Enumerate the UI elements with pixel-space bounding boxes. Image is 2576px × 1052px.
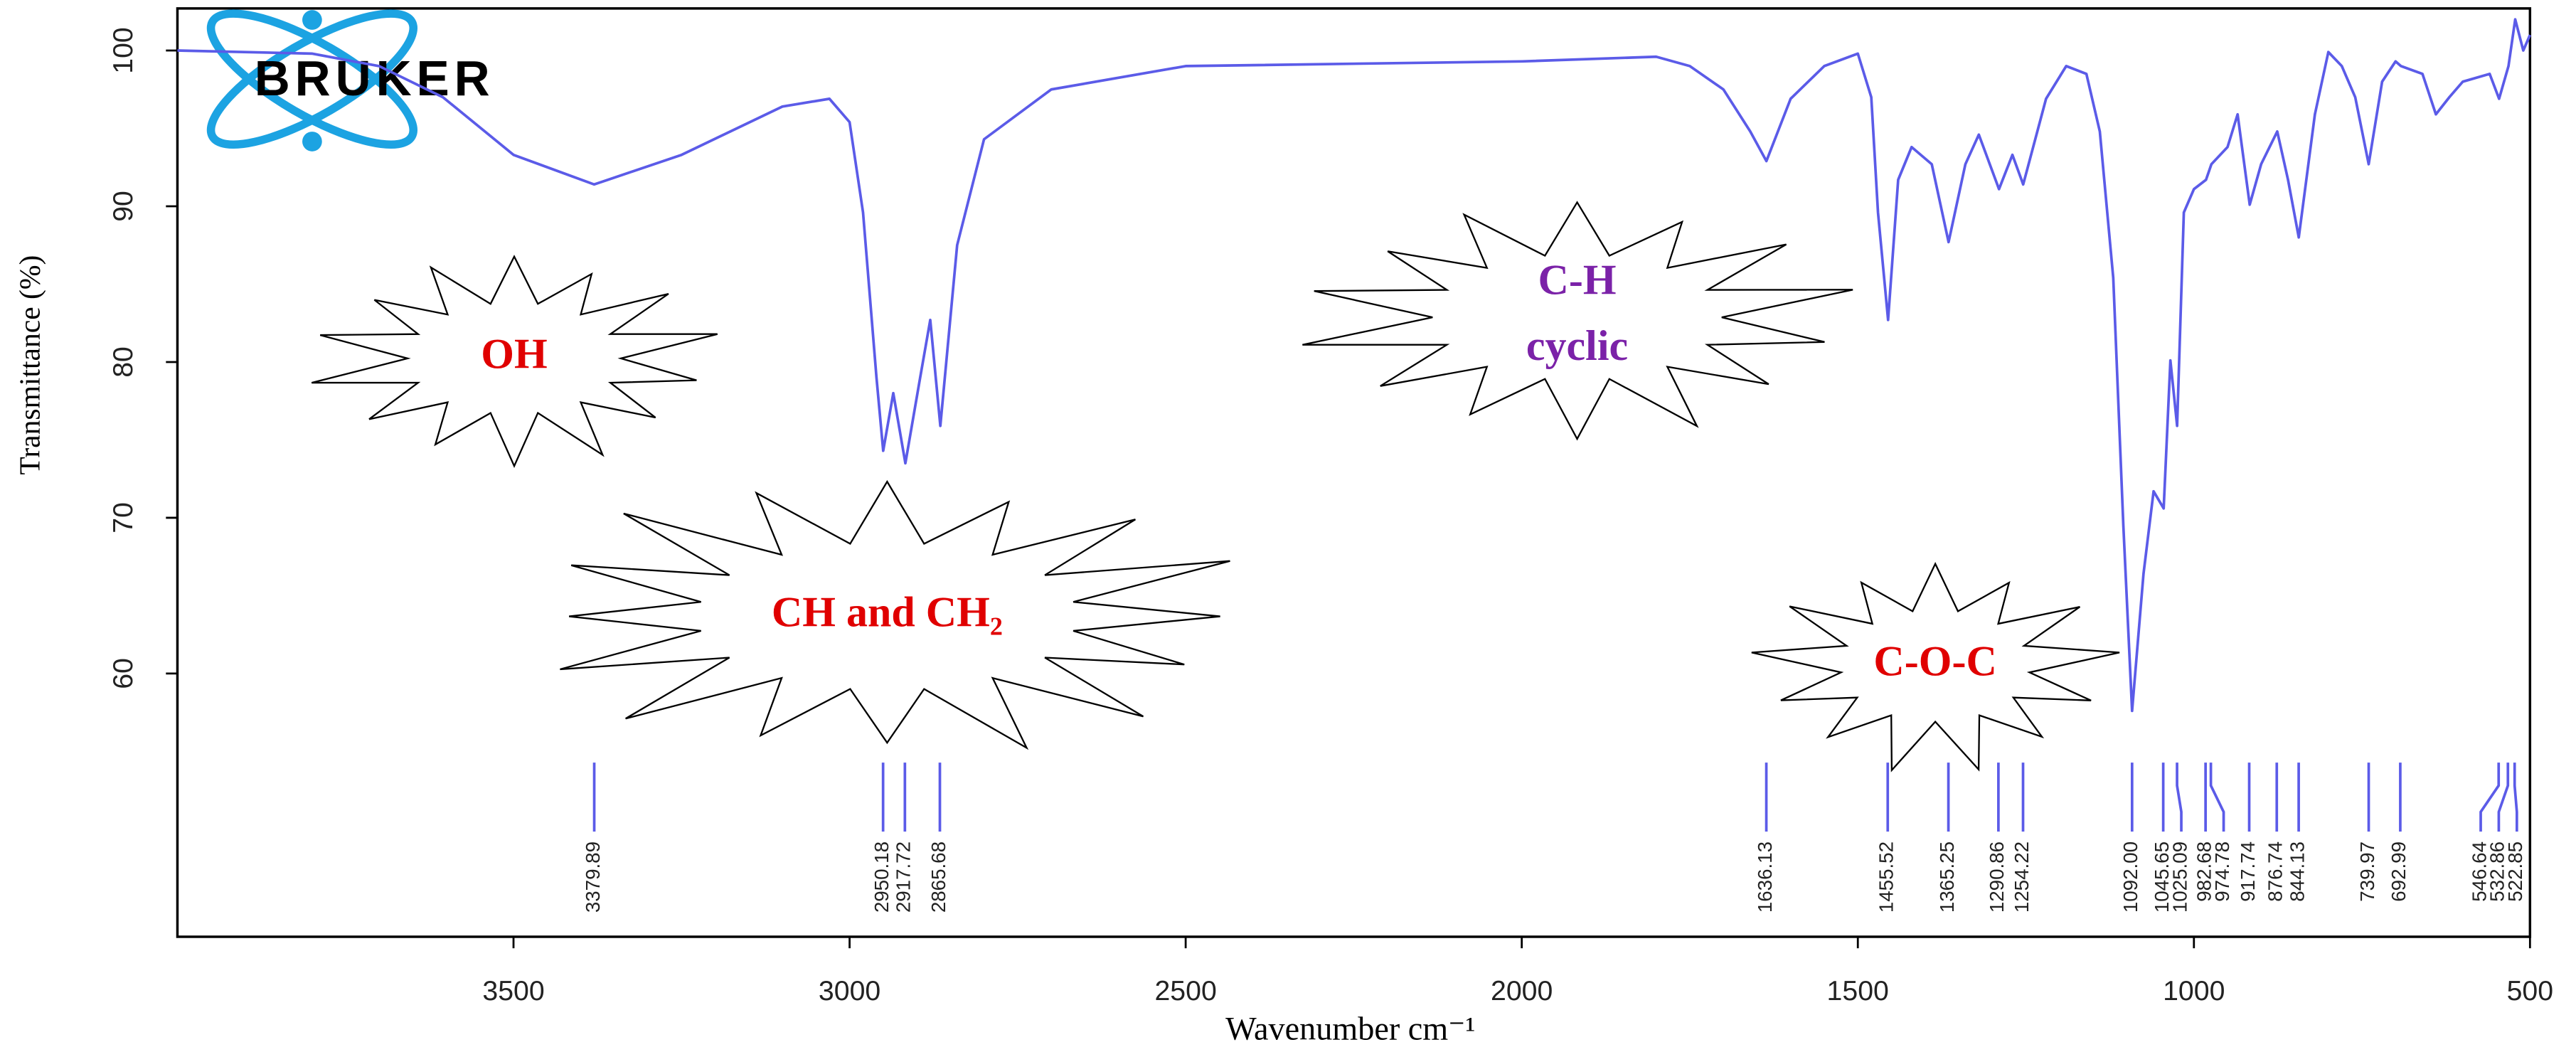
peak-marker (2479, 763, 2501, 832)
x-tick-label: 2500 (1154, 975, 1216, 1006)
annotation-text: cyclic (1526, 322, 1628, 369)
peak-label: 546.64 (2468, 841, 2490, 902)
peak-label: 739.97 (2356, 841, 2378, 902)
logo-text: BRUKER (255, 51, 495, 106)
peak-marker (2513, 763, 2518, 832)
peak-label: 1636.13 (1754, 841, 1776, 913)
peak-label: 1254.22 (2011, 841, 2033, 913)
logo-orbit (206, 9, 417, 149)
y-tick-label: 70 (107, 502, 139, 533)
x-tick-label: 2000 (1491, 975, 1553, 1006)
y-tick-label: 80 (107, 346, 139, 378)
spectrum-line (177, 18, 2532, 713)
logo-dot (302, 10, 322, 30)
peak-label: 982.68 (2193, 841, 2215, 902)
starburst (1302, 201, 1853, 441)
peak-label: 1092.00 (2119, 841, 2141, 913)
peak-marker (2497, 763, 2510, 832)
x-tick-label: 1500 (1827, 975, 1889, 1006)
annotation-text: OH (481, 330, 547, 378)
x-tick-label: 3500 (482, 975, 544, 1006)
y-axis-title: Transmittance (%) (14, 255, 47, 475)
peak-label: 876.74 (2264, 841, 2287, 902)
peak-marker (2176, 763, 2183, 832)
peak-label: 1455.52 (1875, 841, 1898, 913)
peak-label: 974.78 (2211, 841, 2233, 902)
peak-label: 2950.18 (871, 841, 893, 913)
peak-label: 917.74 (2237, 841, 2259, 902)
peak-label: 532.86 (2486, 841, 2508, 902)
peak-label: 522.85 (2504, 841, 2526, 902)
starburst (311, 255, 718, 469)
starburst (1751, 561, 2120, 772)
peak-label: 1365.25 (1936, 841, 1958, 913)
annotation-text: CH and CH₂ (772, 588, 1003, 635)
logo-orbit (206, 9, 417, 149)
x-tick-label: 500 (2507, 975, 2554, 1006)
y-tick-label: 90 (107, 191, 139, 222)
annotation: OH (311, 255, 718, 469)
x-tick-label: 1000 (2163, 975, 2225, 1006)
peak-label: 2865.68 (927, 841, 949, 913)
annotation: C-H cyclic (1302, 201, 1853, 441)
logo-dot (302, 132, 322, 152)
annotation-text: C-O-C (1873, 637, 1996, 685)
annotation: CH and CH₂ (560, 479, 1230, 750)
peak-label: 2917.72 (893, 841, 915, 913)
logo: BRUKER (206, 9, 495, 152)
annotation: C-O-C (1751, 561, 2120, 772)
peak-label: 1045.65 (2151, 841, 2173, 913)
peak-label: 1025.09 (2168, 841, 2191, 913)
y-tick-label: 100 (107, 27, 139, 74)
peak-marker (2209, 763, 2225, 832)
x-tick-label: 3000 (819, 975, 880, 1006)
y-tick-label: 60 (107, 658, 139, 689)
peak-label: 692.99 (2388, 841, 2410, 902)
starburst (560, 479, 1230, 750)
peak-label: 1290.86 (1986, 841, 2008, 913)
peak-label: 844.13 (2286, 841, 2308, 902)
peak-label: 3379.89 (582, 841, 604, 913)
plot-frame (176, 7, 2532, 938)
annotation-text: C-H (1538, 256, 1617, 304)
x-axis-title: Wavenumber cm⁻¹ (1225, 1011, 1475, 1047)
